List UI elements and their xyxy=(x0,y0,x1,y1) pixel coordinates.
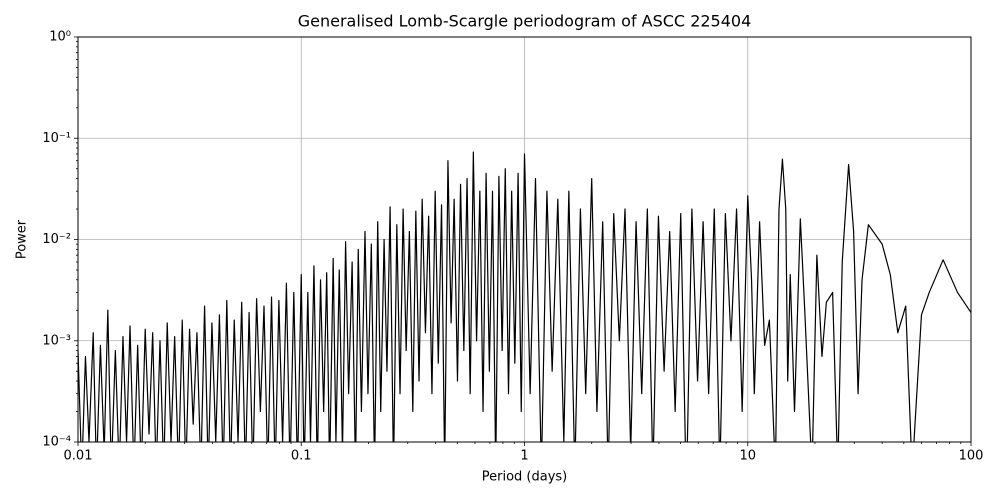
y-tick-label: 10⁻⁴ xyxy=(42,435,71,450)
y-tick-label: 10⁻² xyxy=(42,232,71,247)
plot-frame xyxy=(77,36,972,443)
y-tick-label: 10⁰ xyxy=(49,30,71,45)
y-axis-label: Power xyxy=(15,219,30,259)
x-tick-label: 100 xyxy=(959,449,984,464)
periodogram-line xyxy=(78,151,971,442)
x-tick-label: 10 xyxy=(739,449,756,464)
y-tick-label: 10⁻¹ xyxy=(42,131,71,146)
x-tick-label: 1 xyxy=(520,449,528,464)
y-tick-label: 10⁻³ xyxy=(42,333,71,348)
plot-area xyxy=(78,151,971,442)
x-tick-label: 0.01 xyxy=(64,449,93,464)
x-tick-label: 0.1 xyxy=(291,449,312,464)
chart-title: Generalised Lomb-Scargle periodogram of … xyxy=(298,12,752,31)
x-axis-label: Period (days) xyxy=(482,470,568,485)
